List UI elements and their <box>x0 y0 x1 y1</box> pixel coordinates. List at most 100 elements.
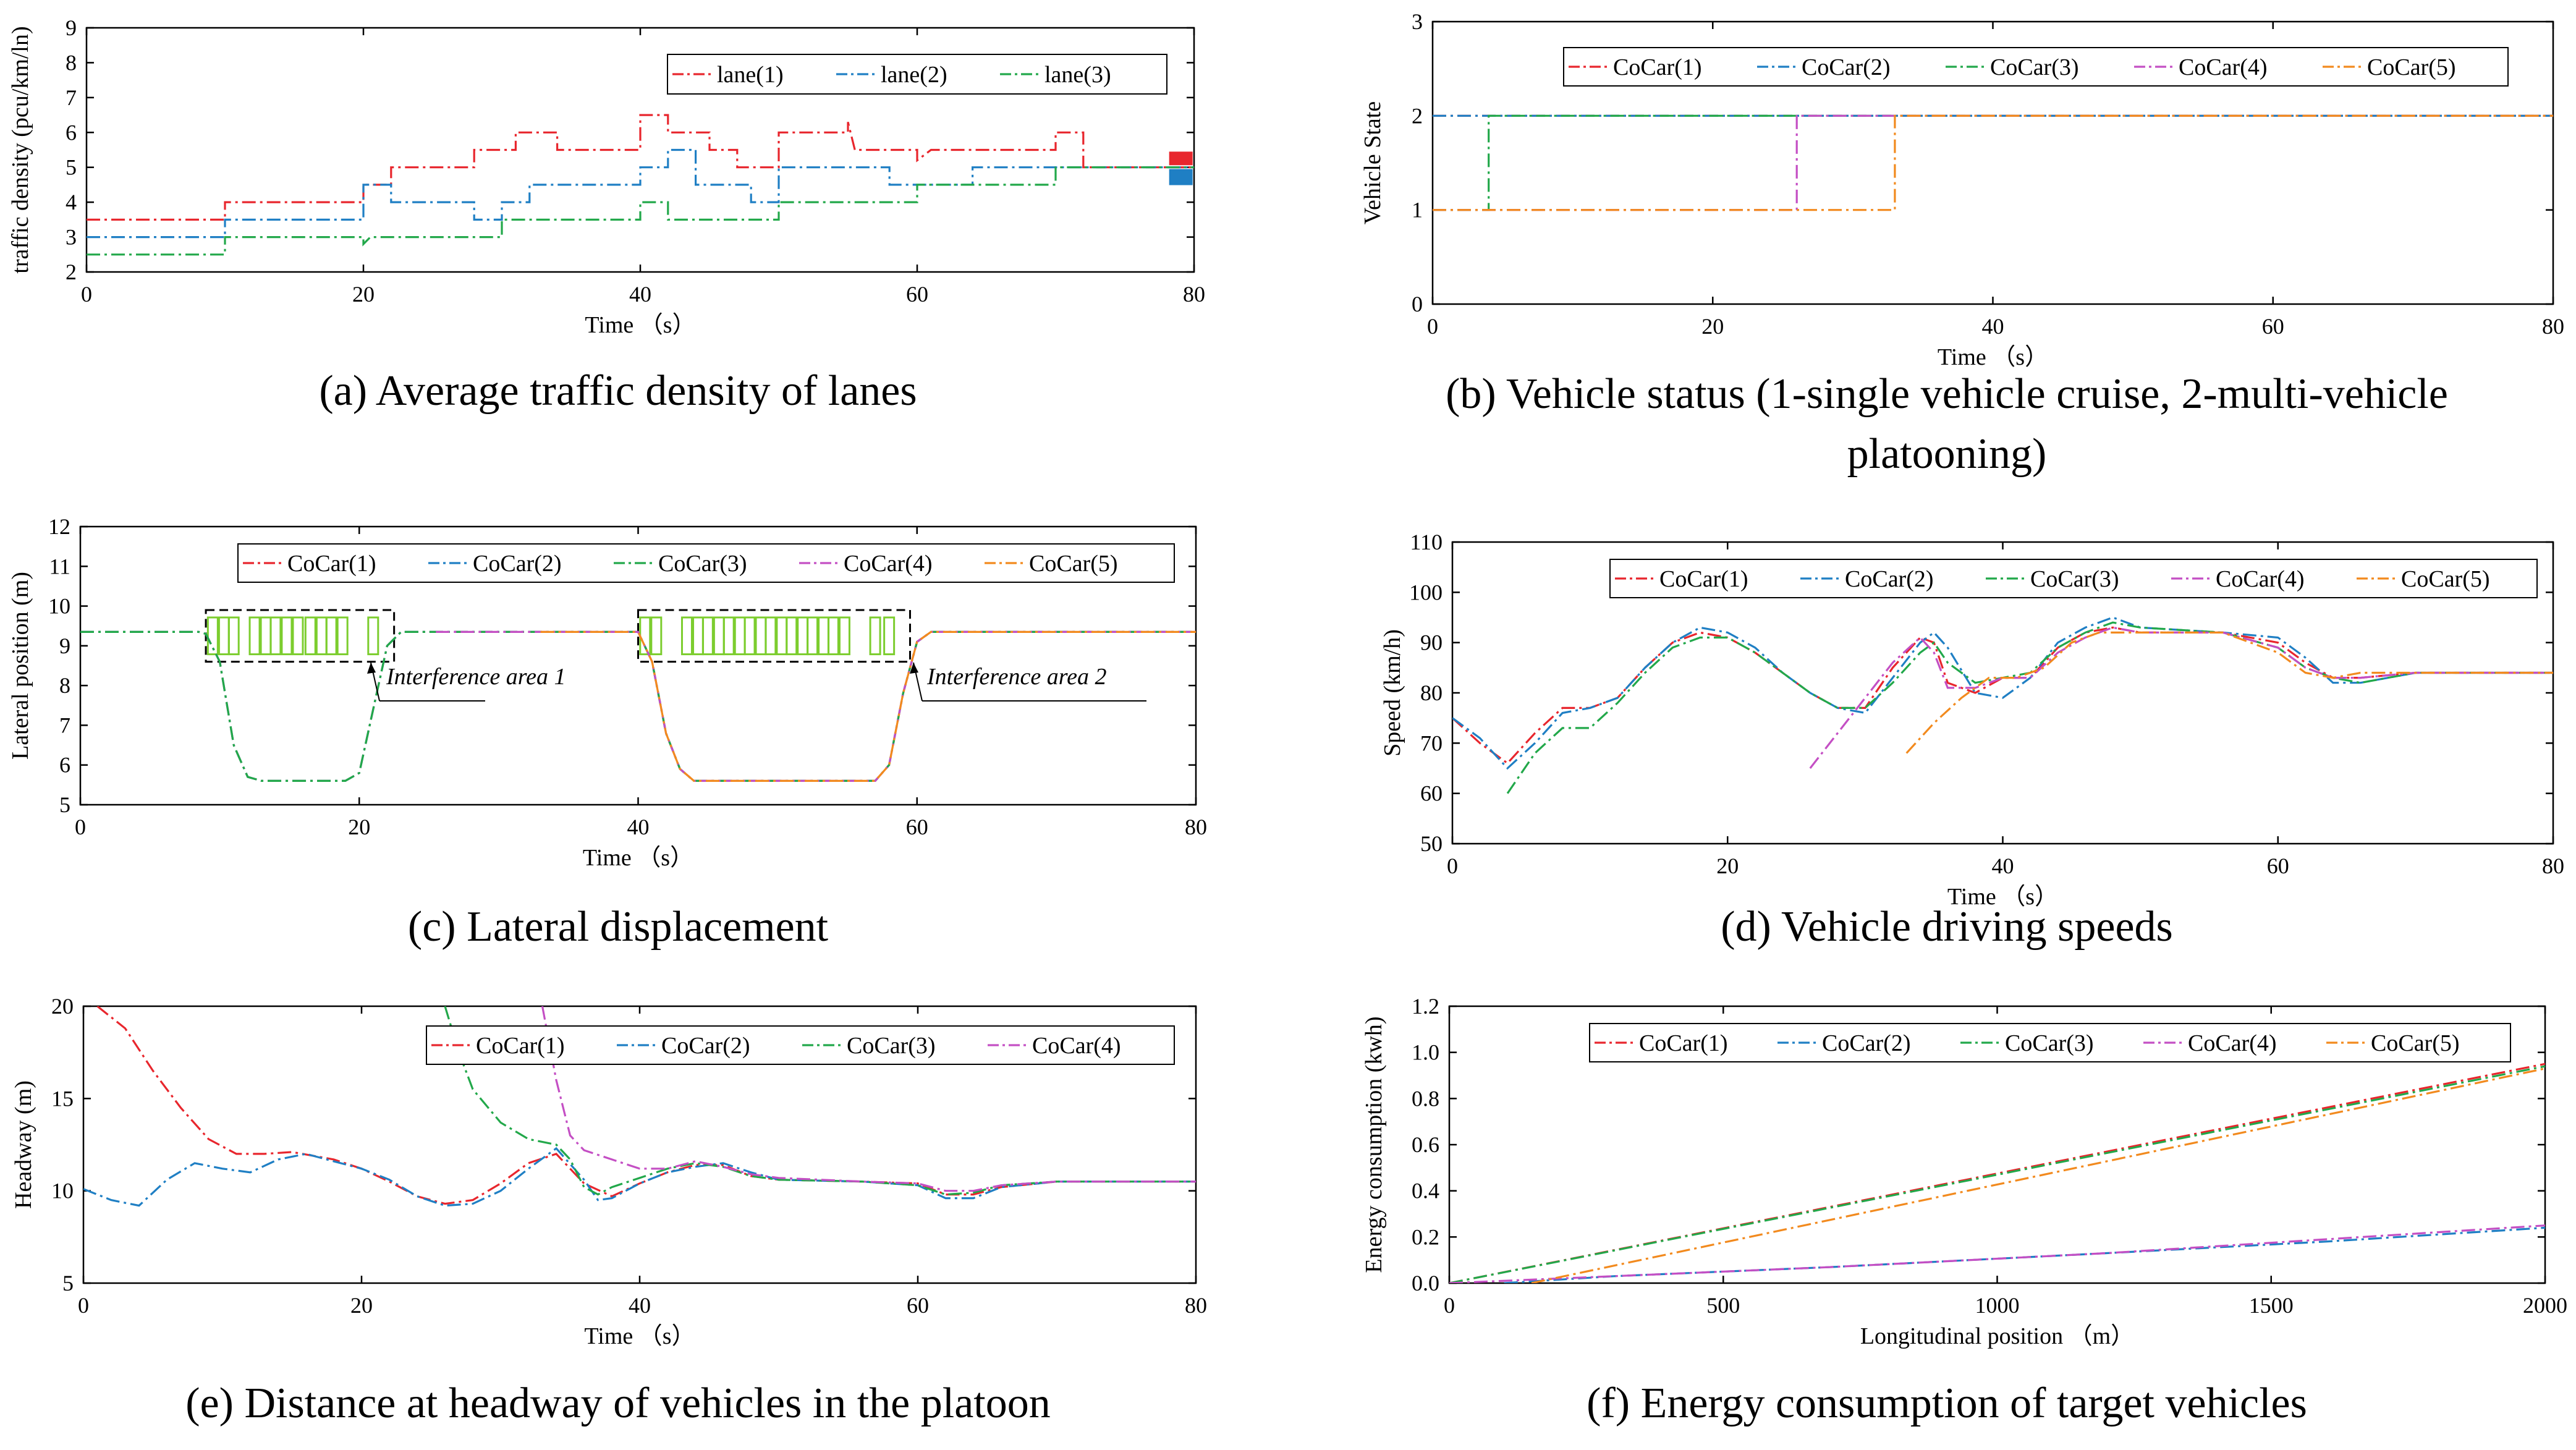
y-tick-label: 0.6 <box>1412 1132 1439 1157</box>
interference-bar <box>227 616 240 656</box>
interference-bar <box>755 616 767 656</box>
interference-bar <box>248 616 261 656</box>
x-tick-label: 60 <box>907 1293 929 1318</box>
series-line-CoCar2 <box>1452 616 2553 770</box>
interference-bar <box>680 616 693 656</box>
x-tick-label: 80 <box>1185 1293 1207 1318</box>
series-line-CoCar4 <box>541 1006 1196 1192</box>
x-tick-label: 0 <box>1447 854 1458 878</box>
interference-bar <box>336 616 349 656</box>
y-tick-label: 10 <box>51 1179 74 1203</box>
x-tick-label: 0 <box>1427 314 1438 339</box>
x-tick-label: 2000 <box>2523 1293 2567 1318</box>
y-axis-label: traffic density (pcu/km/ln) <box>7 26 33 273</box>
legend: CoCar(1) CoCar(2) CoCar(3) CoCar(4) <box>426 1025 1175 1065</box>
x-tick-label: 500 <box>1706 1293 1740 1318</box>
series-line-CoCar4 <box>1809 626 2553 769</box>
interference-bar <box>260 616 272 656</box>
x-tick-label: 60 <box>2262 314 2284 339</box>
legend-entry: lane(2) <box>881 62 947 88</box>
series-line-CoCar5 <box>540 630 1196 782</box>
legend-entry: CoCar(4) <box>2216 566 2305 592</box>
x-axis-label: Longitudinal position （m） <box>1860 1323 2134 1349</box>
y-tick-label: 8 <box>59 673 70 698</box>
x-tick-label: 80 <box>1183 282 1205 307</box>
interference-bar <box>827 616 839 656</box>
series-line-lane3 <box>87 166 1194 256</box>
legend-entry: CoCar(5) <box>2367 54 2456 80</box>
y-tick-label: 11 <box>49 554 70 579</box>
y-tick-label: 6 <box>59 753 70 778</box>
legend-entry: CoCar(2) <box>661 1033 750 1059</box>
x-axis-label: Time （s） <box>585 312 695 338</box>
x-tick-label: 40 <box>629 282 651 307</box>
interference-bar <box>818 616 830 656</box>
legend-entry: lane(1) <box>717 62 784 88</box>
x-tick-label: 0 <box>75 815 86 839</box>
y-tick-label: 0 <box>1412 292 1423 316</box>
y-tick-label: 3 <box>1412 9 1423 34</box>
chart-b: 0 20 40 60 80 0 1 2 3 Time （s） Vehicle State CoCar(… <box>1360 9 2564 478</box>
caption: platooning) <box>1847 430 2047 478</box>
y-tick-label: 3 <box>66 225 77 250</box>
x-axis-label: Time （s） <box>1947 884 2058 910</box>
interference-bar <box>713 616 725 656</box>
series-group <box>1433 114 2553 211</box>
x-tick-label: 20 <box>352 282 375 307</box>
x-tick-label: 40 <box>629 1293 651 1318</box>
legend-box <box>237 543 1175 583</box>
y-tick-label: 10 <box>48 594 70 619</box>
y-axis-label: Speed (km/h) <box>1379 629 1405 757</box>
interference-bar <box>269 616 282 656</box>
x-tick-label: 60 <box>906 815 928 839</box>
interference-bar <box>325 616 337 656</box>
interference-bar <box>650 616 663 656</box>
interference-bar <box>776 616 788 656</box>
legend-entry: CoCar(2) <box>1802 54 1891 80</box>
caption: (b) Vehicle status (1-single vehicle cru… <box>1446 370 2448 418</box>
x-tick-label: 0 <box>78 1293 89 1318</box>
legend-entry: CoCar(1) <box>1639 1030 1728 1056</box>
chart-e: 0 20 40 60 80 5 10 15 20 Time （s） Headway (m) CoCar… <box>11 994 1207 1427</box>
y-tick-label: 7 <box>66 85 77 110</box>
lane1-end-marker <box>1169 151 1193 166</box>
legend-entry: CoCar(3) <box>2005 1030 2094 1056</box>
caption: (a) Average traffic density of lanes <box>319 367 917 415</box>
series-line-CoCar4 <box>1449 1224 2545 1283</box>
legend-box <box>426 1025 1175 1065</box>
interference-bar <box>722 616 735 656</box>
y-tick-label: 50 <box>1420 831 1443 856</box>
legend-entry: CoCar(4) <box>2179 54 2268 80</box>
y-tick-label: 2 <box>1412 103 1423 128</box>
y-tick-label: 60 <box>1420 781 1443 806</box>
interference-bar <box>292 616 304 656</box>
interference-bar <box>692 616 705 656</box>
y-tick-label: 1.0 <box>1412 1040 1439 1065</box>
x-axis-label: Time （s） <box>584 1323 695 1349</box>
y-tick-label: 2 <box>66 260 77 284</box>
x-tick-label: 40 <box>627 815 650 839</box>
series-line-CoCar5 <box>1433 114 2553 211</box>
interference-bar <box>838 616 850 656</box>
x-tick-label: 80 <box>2542 854 2564 878</box>
x-tick-label: 0 <box>1444 1293 1455 1318</box>
legend-entry: CoCar(2) <box>1845 566 1934 592</box>
annotation-label: Interference area 1 <box>386 664 566 690</box>
chart-f: 0 500 1000 1500 2000 0.0 0.2 0.4 0.6 0.8 1.0 1.2 Lon… <box>1361 994 2567 1427</box>
x-tick-label: 80 <box>1185 815 1207 839</box>
legend-entry: CoCar(2) <box>473 551 562 577</box>
interference-bar <box>315 616 328 656</box>
interference-bar <box>869 616 881 656</box>
legend-entry: CoCar(1) <box>476 1033 565 1059</box>
chart-d: 0 20 40 60 80 50 60 70 80 90 100 110 Time （s） Speed (… <box>1379 530 2564 951</box>
interference-bar <box>744 616 756 656</box>
chart-c: 0 20 40 60 80 5 6 7 8 9 10 11 12 Time （s） Lateral posi… <box>7 514 1207 951</box>
x-tick-label: 20 <box>1701 314 1724 339</box>
y-tick-label: 9 <box>66 15 77 40</box>
y-tick-label: 70 <box>1420 731 1443 755</box>
y-tick-label: 0.0 <box>1412 1271 1439 1295</box>
legend-entry: CoCar(2) <box>1822 1030 1911 1056</box>
y-tick-label: 5 <box>62 1271 74 1295</box>
series-line-CoCar5 <box>1905 631 2553 754</box>
y-tick-label: 8 <box>66 50 77 75</box>
